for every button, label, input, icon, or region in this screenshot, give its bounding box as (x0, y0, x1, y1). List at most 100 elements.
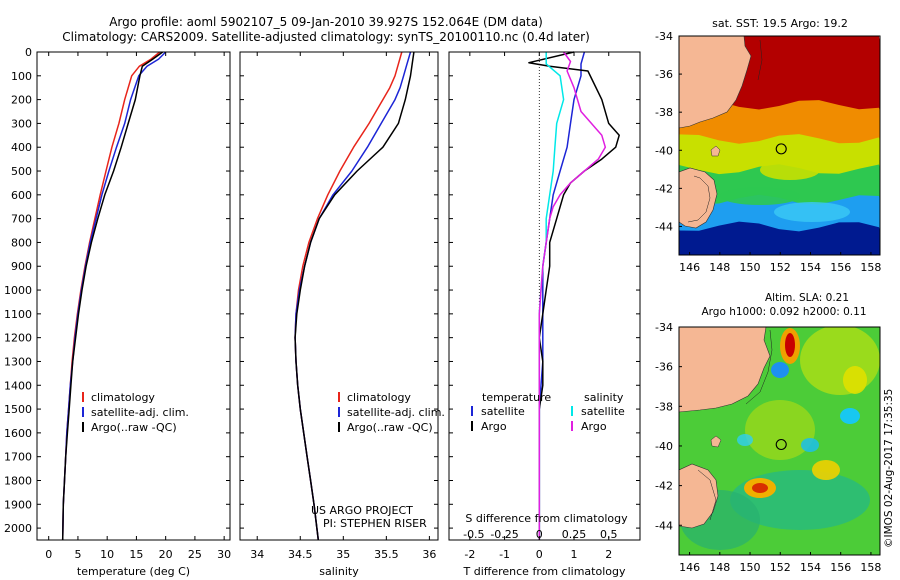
legend-title: temperature (482, 391, 551, 404)
legend-label: climatology (347, 391, 411, 404)
sst-cool-patch (774, 202, 850, 222)
salinity-frame (239, 51, 439, 541)
map-ytick-label: -42 (655, 182, 673, 195)
salinity-series-0-line (294, 51, 403, 541)
map-xtick-label: 154 (800, 261, 821, 274)
temperature-xtick-label: 25 (188, 548, 202, 561)
sst-front-band (720, 187, 800, 205)
ytick-label: 800 (11, 236, 32, 249)
legend-label: Argo (581, 420, 607, 433)
legend-label: satellite (581, 405, 625, 418)
map-ytick-label: -38 (655, 400, 673, 413)
legend-title: salinity (584, 391, 624, 404)
salinity-series-2-line (294, 51, 415, 541)
ytick-label: 1800 (4, 474, 32, 487)
map-xtick-label: 158 (860, 561, 881, 574)
map-xtick-label: 146 (679, 261, 700, 274)
map-ytick-label: -44 (655, 220, 673, 233)
salinity-panel: 34 34.5 35 35.5 36 salinity climatology satelli… (239, 51, 445, 578)
ytick-label: 0 (25, 46, 32, 59)
map-xtick-label: 156 (830, 261, 851, 274)
sla-profile-location-marker (775, 438, 787, 451)
temperature-xtick-label: 30 (217, 548, 231, 561)
difference-panel: -2 -1 0 1 2 T difference from climatology -0.5… (448, 51, 641, 578)
map-xtick-label: 156 (830, 561, 851, 574)
ytick-label: 1400 (4, 379, 32, 392)
difference-xtick-label: 2 (605, 548, 612, 561)
legend-label: Argo(..raw -QC) (347, 421, 433, 434)
tasmania (679, 167, 718, 229)
project-annotation: US ARGO PROJECT (311, 504, 413, 517)
header-line-1: Argo profile: aoml 5902107_5 09-Jan-2010… (109, 15, 543, 29)
temperature-xtick-label: 5 (74, 548, 81, 561)
temperature-frame (36, 51, 231, 541)
salinity-xlabel: salinity (319, 565, 359, 578)
tasmania-sla (679, 463, 719, 529)
sla-map: Altim. SLA: 0.21 Argo h1000: 0.092 h2000… (655, 292, 895, 574)
map-ytick-label: -36 (655, 361, 673, 374)
australia-mainland-sla (679, 327, 771, 413)
ytick-label: 700 (11, 213, 32, 226)
salinity-xtick-label: 35.5 (374, 548, 399, 561)
map-ytick-label: -34 (655, 30, 673, 43)
legend-label: Argo(..raw -QC) (91, 421, 177, 434)
ytick-label: 1200 (4, 332, 32, 345)
ytick-label: 900 (11, 260, 32, 273)
ytick-label: 100 (11, 70, 32, 83)
temperature-series-1-line (61, 51, 167, 541)
temperature-xtick-label: 0 (45, 548, 52, 561)
ytick-label: 1300 (4, 355, 32, 368)
map-xtick-label: 150 (740, 261, 761, 274)
sst-color-band (679, 134, 880, 178)
map-ytick-label: -40 (655, 144, 673, 157)
header-line-2: Climatology: CARS2009. Satellite-adjuste… (62, 30, 590, 44)
difference-xlabel: T difference from climatology (463, 565, 626, 578)
shelf-contour-sla (697, 329, 773, 521)
salinity-xtick-label: 35 (336, 548, 350, 561)
salinity-scale-label: -0.5 (463, 528, 484, 541)
ytick-label: 1500 (4, 403, 32, 416)
map-xtick-label: 146 (679, 561, 700, 574)
map-xtick-label: 154 (800, 561, 821, 574)
map-xtick-label: 148 (709, 561, 730, 574)
pi-annotation: PI: STEPHEN RISER (323, 517, 427, 530)
temperature-xtick-label: 20 (159, 548, 173, 561)
legend-label: satellite-adj. clim. (347, 406, 445, 419)
salinity-xtick-label: 34.5 (288, 548, 313, 561)
sla-map-subtitle: Argo h1000: 0.092 h2000: 0.11 (701, 306, 866, 318)
legend-label: satellite (481, 405, 525, 418)
map-xtick-label: 152 (770, 261, 791, 274)
sst-map-title: sat. SST: 19.5 Argo: 19.2 (712, 17, 848, 30)
ytick-label: 600 (11, 189, 32, 202)
salinity-scale-label: 0.25 (562, 528, 587, 541)
australia-mainland (679, 36, 752, 129)
ytick-label: 1000 (4, 284, 32, 297)
map-ytick-label: -42 (655, 480, 673, 493)
map-ytick-label: -44 (655, 519, 673, 532)
ytick-label: 500 (11, 165, 32, 178)
legend-label: climatology (91, 391, 155, 404)
ytick-label: 1700 (4, 451, 32, 464)
sst-map: sat. SST: 19.5 Argo: 19.2 146 148 150 152 15… (655, 17, 881, 274)
map-xtick-label: 150 (740, 561, 761, 574)
flinders-island (710, 145, 721, 157)
salinity-scale-label: 0 (536, 528, 543, 541)
sst-map-frame (678, 35, 881, 256)
ytick-label: 1600 (4, 427, 32, 440)
temperature-xtick-label: 10 (100, 548, 114, 561)
ytick-label: 1100 (4, 308, 32, 321)
sla-map-field (679, 327, 880, 555)
salinity-scale-label: 0.5 (600, 528, 618, 541)
sst-color-band (679, 221, 880, 255)
temperature-panel: 0100200300400500600700800900100011001200… (4, 46, 231, 578)
salinity-series-1-line (294, 51, 412, 541)
difference-series-3-line (538, 51, 607, 540)
map-xtick-label: 152 (770, 561, 791, 574)
difference-xtick-label: 0 (536, 548, 543, 561)
temperature-xtick-label: 15 (129, 548, 143, 561)
sla-map-title: Altim. SLA: 0.21 (765, 292, 849, 304)
sla-map-frame (678, 326, 881, 556)
salinity-xtick-label: 34 (250, 548, 264, 561)
salinity-scale-label: -0.25 (490, 528, 518, 541)
